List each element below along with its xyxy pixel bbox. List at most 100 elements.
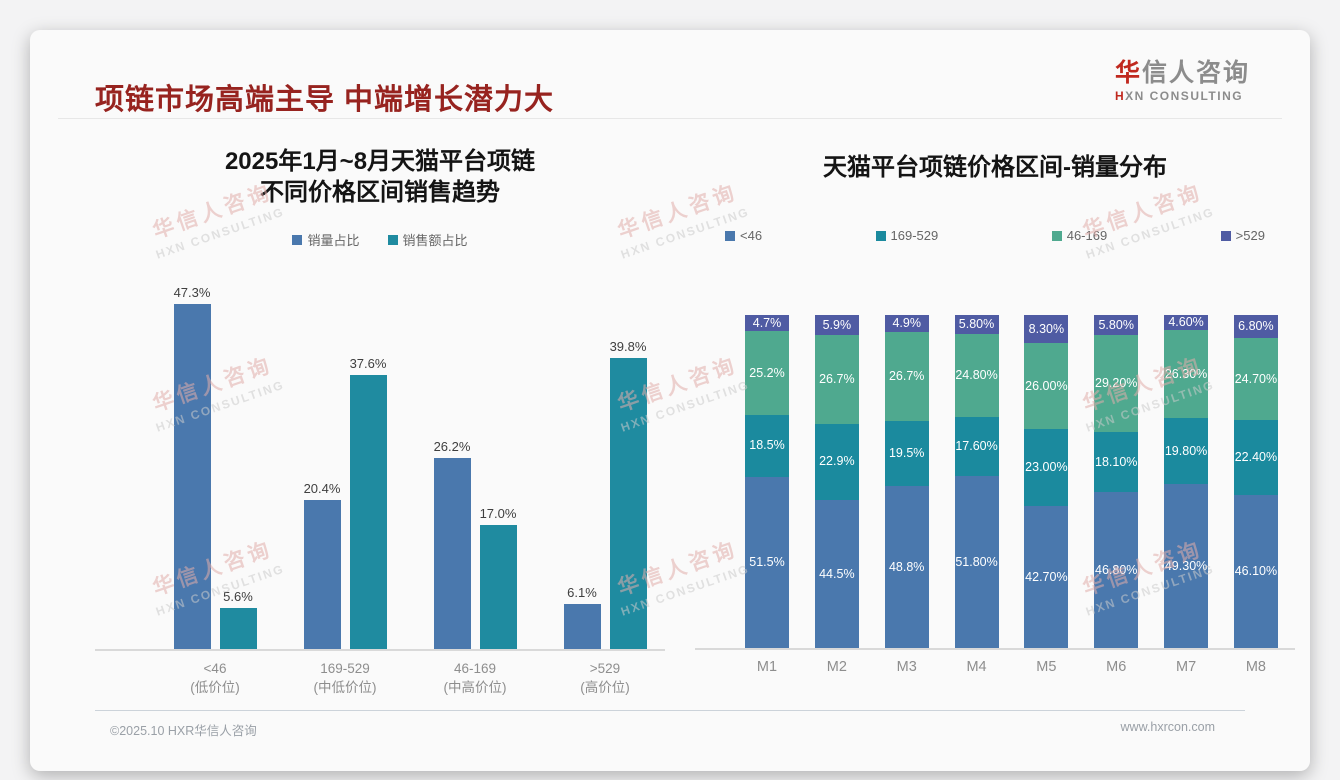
segment-value-label: 26.00%	[1025, 378, 1068, 393]
legend-item: 销量占比	[292, 230, 360, 249]
category-label-line: (中高价位)	[443, 680, 507, 695]
category-label-line: (低价位)	[190, 680, 240, 695]
bar	[173, 304, 211, 649]
legend-swatch	[875, 230, 886, 241]
left-chart-title-line: 不同价格区间销售趋势	[260, 179, 500, 206]
stacked-bar: 8.30% 26.00% 23.00% 42.70%	[1024, 315, 1069, 648]
category-label: M1	[756, 659, 778, 675]
segment-value-label: 26.7%	[888, 368, 925, 383]
bar-unit: 5.6%	[219, 589, 257, 649]
segment-value-label: 6.80%	[1238, 319, 1274, 334]
segment-value-label: 46.10%	[1234, 564, 1278, 578]
left-chart-plot: 47.3% 5.6% 20.4% 37.6% 26.2% 17.0% 6.1% 39.8%	[95, 285, 665, 651]
bar-unit: 37.6%	[349, 356, 387, 649]
bar-segment: 51.5%	[745, 476, 789, 648]
bar-value-label: 37.6%	[349, 356, 387, 371]
company-logo: 华信人咨询 HXN CONSULTING	[1114, 59, 1250, 103]
segment-value-label: 49.30%	[1164, 558, 1208, 573]
bar-segment: 29.20%	[1094, 334, 1139, 432]
segment-value-label: 5.9%	[822, 317, 852, 332]
legend-label: 169-529	[890, 228, 939, 243]
bar-segment: 46.10%	[1233, 494, 1278, 648]
legend-label: 销售额占比	[402, 233, 468, 248]
bar-value-label: 47.3%	[173, 285, 211, 300]
right-chart-x-axis: M1 M2 M3 M4 M5 M6 M7 M8	[695, 659, 1295, 675]
logo-en-accent: H	[1114, 88, 1126, 103]
bar-segment: 24.70%	[1233, 337, 1278, 420]
bar-segment: 26.00%	[1024, 342, 1069, 430]
segment-value-label: 5.80%	[1098, 317, 1134, 332]
legend-label: 46-169	[1066, 228, 1108, 243]
legend-swatch	[1051, 230, 1062, 241]
category-label-line: 46-169	[453, 661, 497, 676]
segment-value-label: 26.7%	[819, 371, 855, 386]
segment-value-label: 4.7%	[752, 315, 782, 330]
category-label: <46 (低价位)	[155, 659, 275, 697]
segment-value-label: 26.30%	[1164, 366, 1208, 381]
category-label: 46-169 (中高价位)	[415, 659, 535, 697]
legend-item: 销售额占比	[387, 230, 468, 249]
category-label: M8	[1245, 659, 1266, 675]
logo-en-rest: XN CONSULTING	[1125, 88, 1244, 103]
bar-segment: 44.5%	[814, 499, 859, 648]
bar-segment: 49.30%	[1164, 483, 1209, 648]
legend-label: >529	[1235, 228, 1265, 243]
segment-value-label: 46.80%	[1095, 562, 1138, 577]
left-chart-title-line: 2025年1月~8月天猫平台项链	[224, 148, 536, 175]
segment-value-label: 17.60%	[955, 438, 998, 453]
segment-value-label: 22.9%	[819, 454, 855, 469]
bar-value-label: 20.4%	[303, 481, 341, 496]
bar-segment: 19.80%	[1164, 417, 1209, 484]
segment-value-label: 19.80%	[1164, 443, 1208, 458]
bar-segment: 26.30%	[1164, 330, 1209, 418]
bar-segment: 5.80%	[1094, 315, 1139, 335]
segment-value-label: 4.60%	[1168, 315, 1204, 330]
bar-segment: 18.10%	[1094, 431, 1139, 493]
left-chart-section: 2025年1月~8月天猫平台项链 不同价格区间销售趋势 销量占比 销售额占比 47.…	[95, 118, 665, 697]
segment-value-label: 24.70%	[1234, 371, 1278, 386]
segment-value-label: 48.8%	[888, 559, 925, 574]
segment-value-label: 8.30%	[1028, 321, 1065, 336]
bar	[433, 458, 471, 649]
bar	[303, 500, 341, 649]
bar-segment: 46.80%	[1094, 492, 1139, 648]
page-title: 项链市场高端主导 中端增长潜力大	[95, 84, 555, 116]
segment-value-label: 29.20%	[1095, 376, 1138, 391]
bar-unit: 47.3%	[173, 285, 211, 649]
category-label: M4	[966, 659, 987, 675]
bar-segment: 4.9%	[884, 315, 929, 332]
segment-value-label: 18.5%	[749, 438, 785, 453]
legend-item: <46	[725, 228, 762, 243]
bar-segment: 18.5%	[745, 414, 789, 477]
bar	[349, 375, 387, 649]
slide: 项链市场高端主导 中端增长潜力大 华信人咨询 HXN CONSULTING 20…	[30, 30, 1310, 771]
right-chart-plot: 4.7% 25.2% 18.5% 51.5% 5.9% 26.7% 22.9% 44.5% 4.…	[695, 315, 1295, 650]
bar-segment: 8.30%	[1024, 315, 1069, 343]
category-label-line: (中低价位)	[313, 680, 377, 695]
category-label: M2	[826, 659, 847, 675]
category-label: 169-529 (中低价位)	[285, 659, 405, 697]
bar	[479, 525, 517, 649]
bar	[219, 608, 257, 649]
bar-value-label: 39.8%	[609, 339, 647, 354]
segment-value-label: 42.70%	[1025, 569, 1068, 584]
bar-unit: 6.1%	[563, 585, 601, 649]
category-label: M6	[1106, 659, 1127, 675]
stacked-bar: 4.60% 26.30% 19.80% 49.30%	[1164, 315, 1209, 648]
website-url: www.hxrcon.com	[1120, 720, 1215, 734]
bar-segment: 24.80%	[954, 334, 999, 417]
bar-group: 26.2% 17.0%	[415, 439, 535, 649]
bar-unit: 26.2%	[433, 439, 471, 649]
left-chart-legend: 销量占比 销售额占比	[95, 230, 665, 249]
slide-header: 项链市场高端主导 中端增长潜力大 华信人咨询 HXN CONSULTING	[95, 59, 1250, 118]
legend-swatch	[387, 234, 398, 245]
legend-swatch	[725, 230, 735, 241]
footer-divider	[95, 710, 1245, 711]
bar-segment: 4.60%	[1164, 315, 1209, 331]
stacked-bar: 5.80% 24.80% 17.60% 51.80%	[954, 315, 999, 648]
copyright-text: ©2025.10 HXR华信人咨询	[110, 724, 257, 738]
legend-item: 46-169	[1051, 228, 1108, 243]
legend-swatch	[292, 234, 303, 245]
bar	[563, 604, 601, 649]
category-label-line: 169-529	[320, 661, 370, 676]
